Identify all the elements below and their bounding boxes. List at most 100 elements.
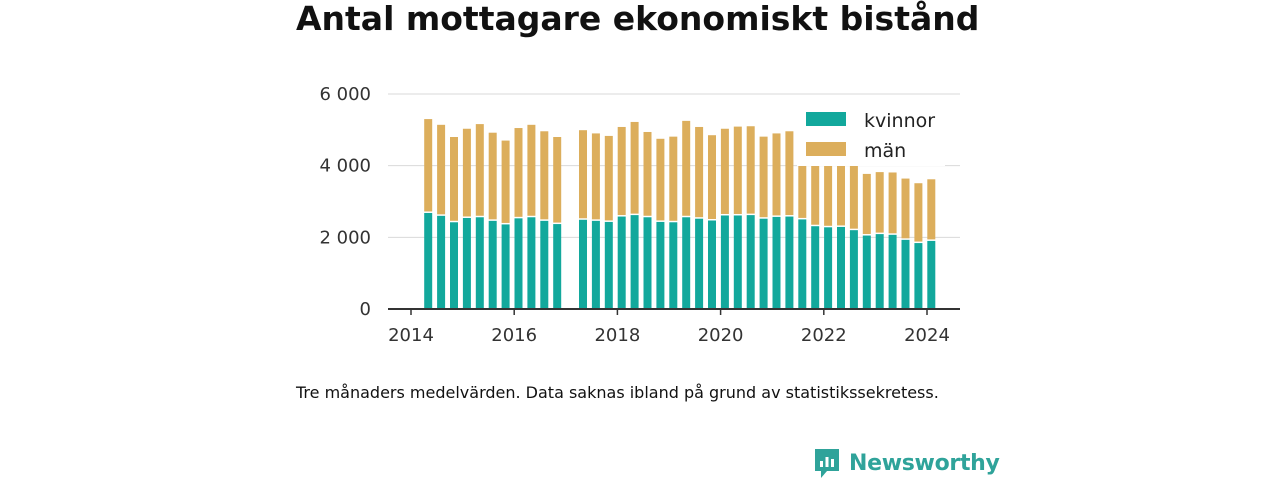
bar-kvinnor — [475, 217, 484, 309]
bar-man — [475, 124, 484, 216]
bar-man — [643, 131, 652, 216]
bar-man — [849, 162, 858, 229]
bar-kvinnor — [617, 216, 626, 309]
legend-label-man: män — [864, 140, 906, 162]
bar-kvinnor — [501, 224, 510, 309]
bar-man — [604, 135, 613, 221]
bar-kvinnor — [450, 222, 458, 309]
bar-kvinnor — [579, 219, 587, 309]
bar-kvinnor — [630, 215, 639, 309]
chart-title: Antal mottagare ekonomiskt bistånd — [296, 0, 980, 38]
bar-man — [656, 138, 665, 221]
x-tick-label: 2020 — [698, 325, 744, 346]
bar-kvinnor — [837, 226, 845, 309]
bar-kvinnor — [591, 220, 600, 309]
bar-kvinnor — [927, 240, 936, 309]
bars — [424, 119, 936, 309]
bar-man — [772, 133, 781, 216]
y-axis-ticks: 0 2 000 4 000 6 000 — [319, 84, 371, 320]
x-tick-label: 2022 — [801, 325, 847, 346]
bar-kvinnor — [875, 234, 884, 309]
bar-man — [746, 126, 755, 214]
bar-kvinnor — [901, 239, 910, 309]
x-tick-label: 2018 — [594, 325, 640, 346]
bar-man — [450, 137, 458, 221]
bar-kvinnor — [514, 218, 523, 309]
bar-man — [733, 126, 742, 214]
bar-man — [579, 130, 587, 219]
bar-man — [785, 131, 794, 216]
bar-kvinnor — [759, 218, 768, 309]
bar-man — [501, 140, 510, 223]
bar-kvinnor — [811, 226, 820, 309]
bar-man — [527, 124, 536, 216]
bar-man — [901, 178, 910, 239]
bar-kvinnor — [720, 215, 729, 309]
x-tick-label: 2024 — [904, 325, 950, 346]
legend-label-kvinnor: kvinnor — [864, 110, 935, 132]
y-tick-label: 0 — [360, 299, 371, 320]
bar-man — [591, 133, 600, 220]
bar-kvinnor — [553, 224, 562, 309]
legend: kvinnor män — [797, 100, 945, 166]
bar-man — [682, 120, 691, 216]
legend-swatch-kvinnor — [806, 112, 846, 126]
bar-kvinnor — [527, 217, 536, 309]
bar-man — [462, 128, 471, 217]
bar-kvinnor — [540, 220, 549, 309]
y-tick-label: 4 000 — [319, 156, 371, 177]
bar-man — [708, 135, 716, 219]
bar-kvinnor — [682, 217, 691, 309]
bar-kvinnor — [772, 216, 781, 309]
bar-man — [914, 183, 923, 242]
bar-kvinnor — [862, 235, 871, 309]
bar-kvinnor — [849, 230, 858, 309]
bar-man — [617, 126, 626, 216]
newsworthy-logo-icon — [815, 449, 839, 478]
bar-man — [798, 139, 807, 218]
bar-man — [837, 150, 845, 226]
bar-man — [540, 131, 549, 220]
bar-kvinnor — [746, 215, 755, 309]
bar-man — [695, 126, 704, 218]
legend-swatch-man — [806, 142, 846, 156]
bar-man — [824, 150, 833, 226]
brand-name: Newsworthy — [849, 450, 1000, 476]
chart-caption: Tre månaders medelvärden. Data saknas ib… — [296, 383, 939, 402]
bar-kvinnor — [488, 220, 497, 309]
bar-kvinnor — [604, 221, 613, 309]
chart: 0 2 000 4 000 6 000 2014 2016 2018 2020 2022 202… — [319, 84, 960, 346]
y-tick-label: 6 000 — [319, 84, 371, 105]
bar-man — [875, 172, 884, 233]
bar-kvinnor — [462, 217, 471, 309]
bar-man — [488, 132, 497, 220]
bar-kvinnor — [695, 218, 704, 309]
bar-man — [927, 179, 936, 240]
bar-man — [553, 137, 562, 223]
bar-kvinnor — [656, 221, 665, 309]
bar-kvinnor — [888, 234, 897, 309]
bar-man — [811, 148, 820, 225]
bar-man — [424, 119, 433, 212]
bar-kvinnor — [643, 217, 652, 309]
bar-kvinnor — [437, 215, 446, 309]
bar-kvinnor — [785, 216, 794, 309]
bar-kvinnor — [669, 222, 678, 309]
brand: Newsworthy — [813, 446, 1000, 480]
bar-man — [759, 136, 768, 218]
bar-man — [669, 136, 678, 221]
x-axis: 2014 2016 2018 2020 2022 2024 — [388, 308, 960, 346]
x-tick-label: 2014 — [388, 325, 434, 346]
bar-man — [514, 128, 523, 217]
bar-kvinnor — [733, 215, 742, 309]
bar-man — [862, 173, 871, 235]
bar-kvinnor — [914, 243, 923, 309]
bar-kvinnor — [708, 220, 716, 309]
bar-kvinnor — [798, 219, 807, 309]
bar-man — [437, 124, 446, 215]
x-tick-label: 2016 — [491, 325, 537, 346]
bar-kvinnor — [424, 212, 433, 309]
bar-man — [720, 128, 729, 214]
bar-man — [888, 172, 897, 234]
bar-man — [630, 121, 639, 214]
